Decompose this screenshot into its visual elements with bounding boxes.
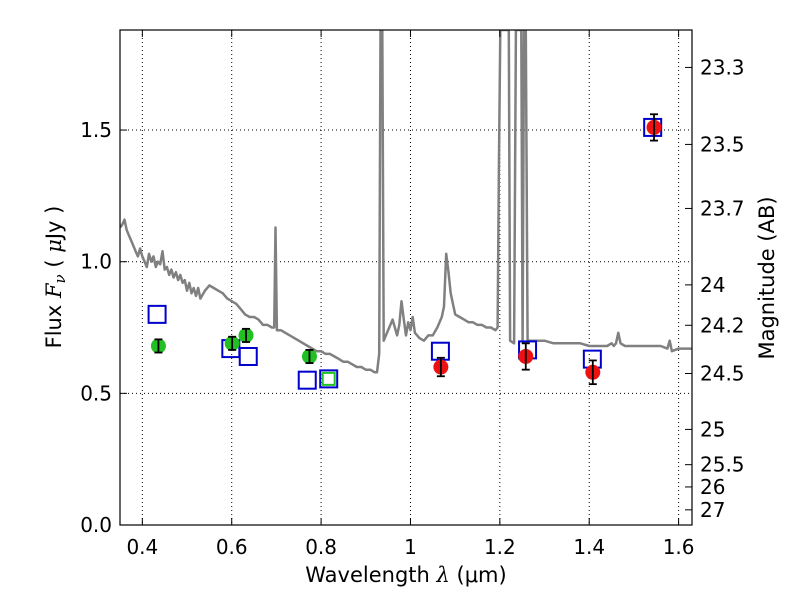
mag-tick-label: 26: [700, 475, 725, 499]
mag-tick-label: 23.7: [700, 196, 745, 220]
model-box-inner: [321, 371, 336, 386]
mag-tick-label: 24.2: [700, 313, 745, 337]
right-axis-label: Magnitude (AB): [755, 196, 779, 359]
mag-tick-label: 24: [700, 273, 725, 297]
y-tick-label: 0.0: [80, 513, 112, 537]
mag-tick-label: 25.5: [700, 453, 745, 477]
y-tick-label: 0.5: [80, 381, 112, 405]
model-box: [238, 346, 258, 366]
mag-tick-label: 24.5: [700, 361, 745, 385]
model-box: [147, 304, 167, 324]
x-tick-label: 0.6: [216, 535, 248, 559]
x-tick-label: 0.8: [305, 535, 337, 559]
x-tick-label: 1: [404, 535, 417, 559]
y-tick-label: 1.0: [80, 250, 112, 274]
mag-tick-label: 27: [700, 498, 725, 522]
y-tick-label: 1.5: [80, 118, 112, 142]
y-axis-label: Flux Fν ( μJy ): [42, 206, 69, 349]
x-tick-label: 1.4: [573, 535, 605, 559]
model-box: [297, 370, 317, 390]
x-axis-label: Wavelength λ (μm): [305, 563, 506, 587]
marker-layer: [147, 113, 663, 390]
frame-layer: 0.4 0.6 0.8 1 1.2 1.4 1.6 0.0 0.5 1.0 1.5 23.3 23.5 2…: [80, 29, 745, 559]
mag-tick-label: 23.3: [700, 55, 745, 79]
template-sed-line: [120, 30, 692, 374]
template-layer: [120, 30, 692, 374]
x-tick-label: 0.4: [126, 535, 158, 559]
plot-frame: [119, 29, 693, 526]
mag-tick-label: 25: [700, 417, 725, 441]
model-box: [319, 369, 339, 389]
mag-tick-label: 23.5: [700, 132, 745, 156]
x-tick-label: 1.6: [663, 535, 695, 559]
x-tick-label: 1.2: [484, 535, 516, 559]
grid: [120, 30, 692, 526]
